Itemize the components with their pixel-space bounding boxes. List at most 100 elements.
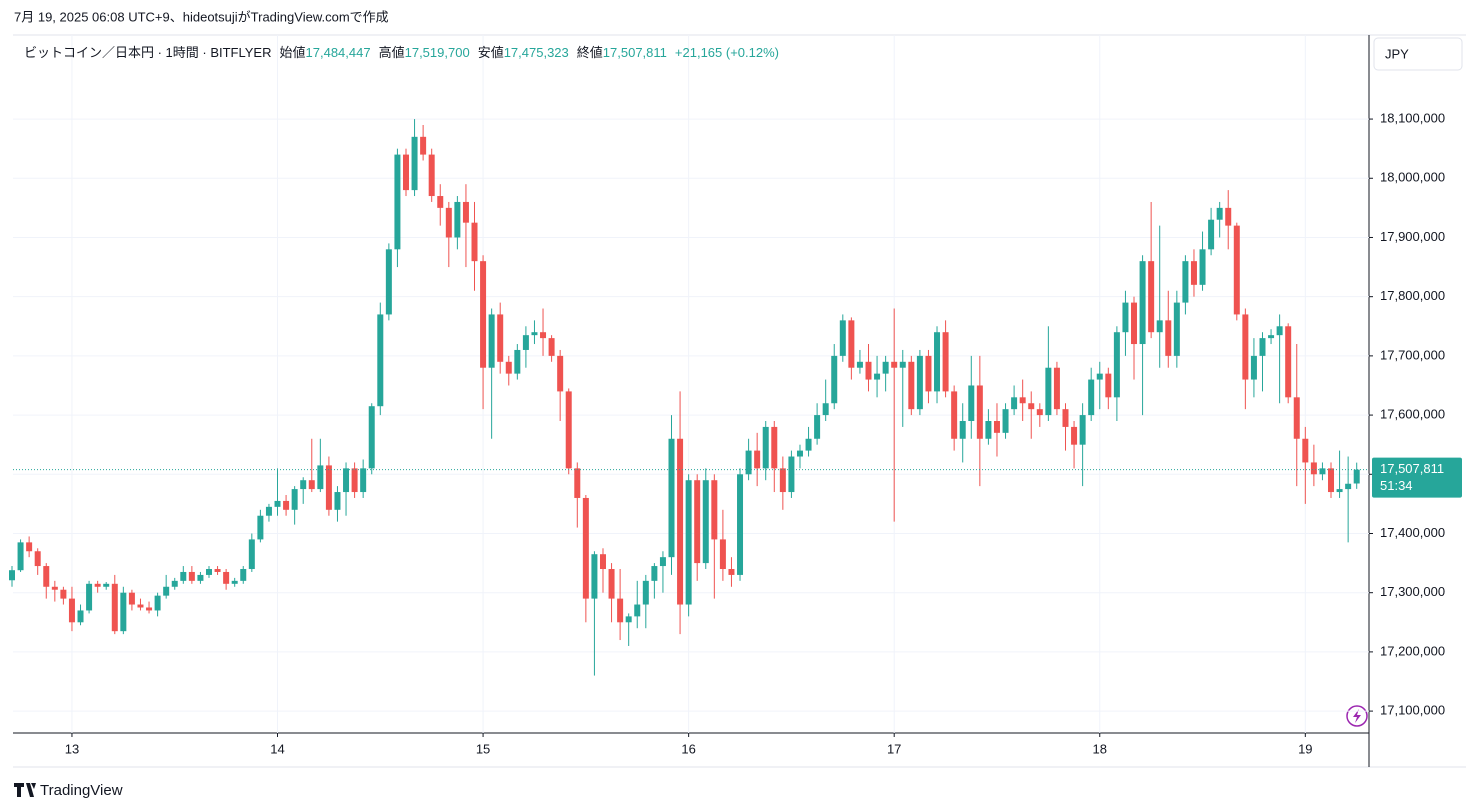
candle-body bbox=[728, 569, 735, 575]
legend-change: +21,165 (+0.12%) bbox=[675, 45, 779, 60]
y-tick-label: 18,000,000 bbox=[1380, 170, 1445, 185]
alert-icon[interactable] bbox=[1346, 705, 1368, 727]
candle-body bbox=[1002, 409, 1009, 433]
candle-body bbox=[411, 136, 418, 191]
candle-body bbox=[1173, 302, 1180, 356]
candle-body bbox=[642, 580, 649, 605]
y-tick-label: 17,400,000 bbox=[1380, 525, 1445, 540]
candle-body bbox=[599, 554, 606, 570]
candle-body bbox=[334, 492, 341, 510]
candle-body bbox=[394, 154, 401, 250]
candle-body bbox=[60, 589, 67, 599]
candle-body bbox=[9, 570, 15, 581]
candle-body bbox=[368, 406, 375, 469]
candle-body bbox=[934, 332, 941, 392]
candle-body bbox=[1148, 261, 1155, 333]
candle-body bbox=[839, 320, 846, 356]
x-tick-label: 13 bbox=[65, 741, 79, 756]
y-tick-label: 18,100,000 bbox=[1380, 111, 1445, 126]
candle-body bbox=[205, 569, 212, 575]
candle-body bbox=[171, 580, 178, 587]
candle-body bbox=[188, 571, 195, 581]
candle-body bbox=[488, 314, 495, 368]
candle-body bbox=[1079, 415, 1086, 445]
candle-body bbox=[557, 355, 564, 392]
candle-body bbox=[437, 196, 444, 208]
candle-body bbox=[548, 338, 555, 356]
x-tick-label: 16 bbox=[681, 741, 695, 756]
candle-body bbox=[522, 335, 529, 350]
candle-body bbox=[68, 598, 75, 623]
candle-body bbox=[711, 480, 718, 540]
y-tick-label: 17,300,000 bbox=[1380, 584, 1445, 599]
candle-body bbox=[1053, 367, 1060, 410]
candle-body bbox=[908, 361, 915, 410]
candle-body bbox=[677, 438, 684, 605]
candle-body bbox=[831, 355, 838, 404]
candle-body bbox=[77, 610, 84, 623]
candle-body bbox=[702, 480, 709, 564]
candle-body bbox=[283, 500, 290, 510]
candle-body bbox=[1225, 207, 1232, 226]
x-tick-label: 14 bbox=[270, 741, 284, 756]
candle-body bbox=[1328, 468, 1335, 493]
candle-body bbox=[325, 465, 332, 510]
candle-body bbox=[1028, 403, 1035, 410]
candle-body bbox=[719, 539, 726, 570]
legend-value: 17,484,447 bbox=[306, 45, 371, 60]
candle-body bbox=[197, 574, 204, 581]
candle-body bbox=[822, 403, 829, 416]
candle-body bbox=[1165, 320, 1172, 356]
grid bbox=[13, 35, 1369, 733]
candle-body bbox=[128, 592, 135, 605]
candle-body bbox=[1131, 302, 1138, 345]
candle-body bbox=[1293, 397, 1300, 439]
candle-body bbox=[103, 583, 110, 587]
legend-value: 17,519,700 bbox=[405, 45, 470, 60]
candle-body bbox=[265, 506, 272, 516]
candle-body bbox=[43, 566, 50, 587]
candle-body bbox=[360, 468, 367, 493]
candle-body bbox=[1233, 225, 1240, 315]
currency-box[interactable] bbox=[1373, 37, 1463, 71]
candle-body bbox=[1182, 261, 1189, 303]
candle-body bbox=[505, 361, 512, 374]
candle-body bbox=[976, 385, 983, 439]
candle-body bbox=[120, 592, 127, 632]
candle-body bbox=[1011, 397, 1018, 410]
candle-body bbox=[565, 391, 572, 469]
x-tick-label: 17 bbox=[887, 741, 901, 756]
candle-body bbox=[471, 222, 478, 262]
candle-body bbox=[737, 474, 744, 575]
candle-body bbox=[1139, 261, 1146, 345]
candle-body bbox=[685, 480, 692, 605]
candle-body bbox=[951, 391, 958, 439]
candle-body bbox=[771, 426, 778, 469]
candle-body bbox=[146, 607, 153, 611]
candle-body bbox=[1208, 219, 1215, 250]
candle-body bbox=[659, 557, 666, 567]
candle-body bbox=[608, 569, 615, 599]
candle-body bbox=[1156, 320, 1163, 333]
candle-body bbox=[308, 480, 315, 490]
candle-body bbox=[163, 586, 170, 596]
countdown: 51:34 bbox=[1380, 478, 1413, 493]
candle-body bbox=[754, 450, 761, 469]
candle-body bbox=[942, 332, 949, 392]
candle-body bbox=[385, 249, 392, 315]
candle-body bbox=[1122, 302, 1129, 333]
candle-body bbox=[51, 586, 58, 590]
candle-body bbox=[582, 497, 589, 599]
candle-body bbox=[591, 554, 598, 599]
brand-logo bbox=[14, 783, 36, 797]
candle-body bbox=[26, 542, 33, 552]
candle-body bbox=[137, 604, 144, 608]
candle-body bbox=[462, 201, 469, 223]
candle-body bbox=[694, 480, 701, 564]
candle-body bbox=[351, 468, 358, 493]
candle-body bbox=[274, 500, 281, 507]
candle-body bbox=[1268, 335, 1275, 339]
candle-body bbox=[231, 580, 238, 584]
